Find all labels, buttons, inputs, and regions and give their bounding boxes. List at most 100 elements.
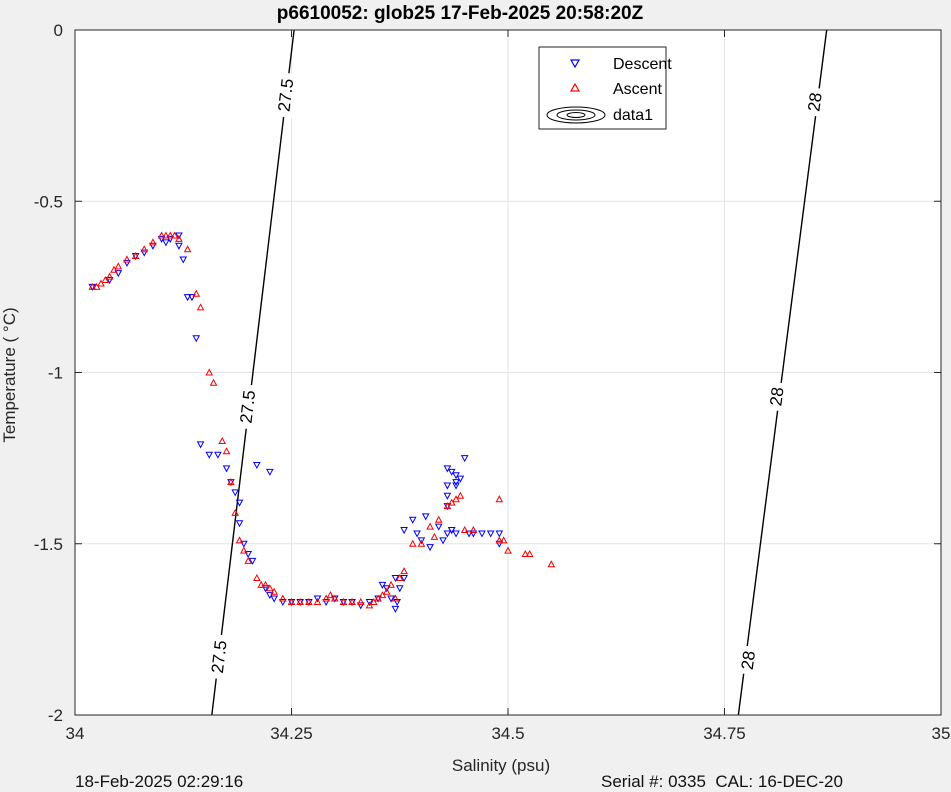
ascent-point — [460, 526, 469, 534]
ascent-point — [183, 245, 192, 253]
ascent-point — [278, 594, 287, 602]
ascent-point — [365, 601, 374, 609]
descent-point — [400, 527, 408, 535]
footer-serial-cal: Serial #: 0335 CAL: 16-DEC-20 — [601, 772, 843, 791]
ascent-point — [97, 279, 105, 287]
descent-point — [452, 479, 460, 487]
ascent-point — [149, 238, 157, 246]
ascent-point — [209, 378, 218, 386]
ascent-point — [110, 265, 118, 273]
ascent-point — [101, 275, 110, 284]
x-tick-label: 35 — [932, 724, 951, 743]
descent-point — [400, 575, 408, 583]
descent-point — [179, 256, 188, 264]
ascent-point — [434, 515, 443, 523]
ascent-point — [287, 597, 296, 605]
ascent-point — [369, 597, 378, 605]
ascent-point — [157, 231, 166, 239]
descent-point — [140, 249, 149, 257]
ascent-point — [382, 587, 391, 595]
ascent-point — [270, 587, 279, 595]
descent-point — [391, 575, 400, 583]
descent-point — [465, 530, 473, 538]
contour-label: 27.5 — [208, 639, 231, 674]
ascent-point — [525, 549, 534, 558]
ascent-point — [378, 591, 387, 599]
legend-ascent-marker — [569, 82, 581, 92]
descent-point — [322, 598, 330, 607]
descent-point — [188, 294, 196, 302]
legend-descent-marker — [569, 59, 581, 69]
ascent-point — [356, 597, 365, 605]
ascent-point — [495, 495, 504, 503]
descent-point — [378, 581, 387, 589]
ascent-point — [140, 245, 149, 253]
legend-descent-label: Descent — [613, 56, 672, 73]
descent-point — [253, 461, 261, 470]
ascent-point — [504, 546, 512, 554]
ascent-point — [469, 526, 478, 534]
x-tick-label: 34.25 — [270, 724, 313, 743]
descent-point — [447, 527, 456, 535]
data-series — [88, 231, 556, 613]
descent-point — [157, 235, 166, 243]
y-tick-label: -1 — [48, 364, 63, 383]
descent-point — [391, 605, 400, 613]
ascent-point — [196, 303, 205, 311]
ascent-point — [391, 594, 400, 602]
ascent-point — [313, 597, 322, 605]
legend-ascent-label: Ascent — [613, 81, 662, 98]
descent-point — [495, 530, 504, 538]
descent-point — [452, 530, 460, 538]
ascent-point — [348, 597, 356, 605]
descent-point — [382, 585, 391, 593]
contour-label-gap — [272, 72, 298, 119]
descent-point — [486, 530, 495, 538]
contour-label-gap — [234, 383, 260, 430]
descent-point — [469, 530, 478, 538]
descent-point — [114, 270, 123, 278]
ascent-point — [170, 231, 179, 239]
y-axis-label: Temperature ( °C) — [0, 307, 19, 442]
descent-point — [460, 455, 469, 463]
ascent-point — [339, 597, 348, 605]
descent-point — [417, 537, 426, 545]
ascent-point — [395, 573, 404, 581]
ascent-point — [244, 556, 253, 564]
descent-point — [452, 482, 460, 490]
chart-title: p6610052: glob25 17-Feb-2025 20:58:20Z — [277, 3, 644, 24]
contour-line — [737, 29, 828, 716]
ascent-point — [227, 478, 235, 486]
descent-point — [248, 557, 257, 565]
ascent-point — [499, 536, 508, 544]
descent-point — [443, 465, 452, 473]
ascent-point — [162, 231, 170, 239]
descent-point — [426, 544, 434, 552]
legend-box — [538, 46, 667, 130]
ascent-point — [447, 498, 456, 506]
contour-label: 27.5 — [236, 389, 259, 424]
descent-point — [166, 235, 175, 243]
descent-point — [270, 595, 279, 603]
descent-point — [183, 294, 192, 302]
contour-label-gap — [206, 633, 232, 680]
ascent-point — [426, 522, 434, 530]
descent-point — [278, 598, 287, 607]
ascent-point — [387, 580, 395, 588]
descent-point — [266, 468, 274, 476]
descent-point — [205, 451, 214, 459]
ascent-point — [521, 549, 530, 558]
ascent-point — [123, 255, 131, 263]
axis-ticks: 34 34.25 34.5 34.75 35 0 -0.5 -1 -1.5 -2 — [34, 21, 951, 743]
descent-point — [421, 513, 430, 521]
ascent-point — [322, 594, 330, 602]
legend-data1-label: data1 — [613, 107, 653, 124]
y-tick-label: -2 — [48, 706, 63, 725]
ascent-point — [452, 495, 460, 503]
descent-point — [443, 482, 452, 490]
descent-point — [244, 551, 253, 559]
footer-timestamp: 18-Feb-2025 02:29:16 — [75, 772, 244, 791]
ascent-point — [253, 573, 261, 581]
ascent-point — [175, 234, 183, 242]
